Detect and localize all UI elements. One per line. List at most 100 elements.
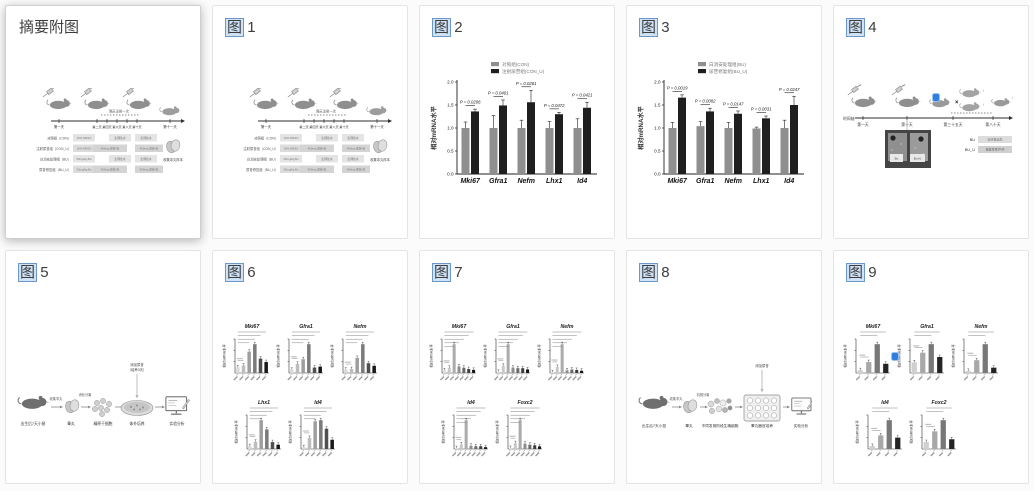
svg-text:相对mRNA水平: 相对mRNA水平 bbox=[234, 420, 239, 444]
search-highlight: 图 bbox=[226, 19, 244, 36]
svg-text:10% DMSO: 10% DMSO bbox=[77, 147, 93, 151]
svg-text:1.0: 1.0 bbox=[654, 126, 661, 131]
testes-icon bbox=[682, 398, 698, 414]
grouped-bar-chart: 相对mRNA水平 白消安处理组(BU) 尿苷修复组(BU_U) 0.0 0.5 1.0 1.… bbox=[636, 56, 812, 211]
svg-text:400mg 尿苷/天: 400mg 尿苷/天 bbox=[101, 147, 120, 151]
svg-text:第八十天: 第八十天 bbox=[985, 122, 1000, 127]
svg-text:实验分析: 实验分析 bbox=[794, 423, 809, 428]
svg-text:Id4: Id4 bbox=[881, 400, 889, 406]
svg-text:对照组(CON): 对照组(CON) bbox=[502, 61, 530, 68]
svg-text:收集睾丸: 收集睾丸 bbox=[50, 396, 64, 401]
figure-title: 图 6 bbox=[226, 261, 256, 282]
svg-text:第三十五天: 第三十五天 bbox=[944, 122, 963, 127]
figure-number: 6 bbox=[247, 264, 256, 281]
figure-card-5[interactable]: 图 5 收集睾丸 消化分离 bbox=[5, 250, 201, 484]
figure-card-abstract[interactable]: 摘要附图 隔天注射一次 bbox=[5, 5, 201, 239]
svg-text:400mg 尿苷/天: 400mg 尿苷/天 bbox=[140, 168, 159, 172]
svg-text:×: × bbox=[955, 100, 959, 106]
svg-text:相对mRNA水平: 相对mRNA水平 bbox=[909, 420, 914, 444]
svg-text:生理盐水: 生理盐水 bbox=[347, 157, 358, 161]
svg-text:第十天: 第十天 bbox=[339, 124, 348, 129]
figure-card-7[interactable]: 图 7 Mki67 相对mRNA水平 Gfra1 相对mRNA水平 Nefm 相对mRNA… bbox=[419, 250, 615, 484]
figure-card-4[interactable]: 图 4 × ♀ ♀ ♀ bbox=[833, 5, 1029, 239]
figure-title: 图 8 bbox=[640, 261, 670, 282]
svg-text:机械分离: 机械分离 bbox=[697, 392, 710, 397]
svg-text:白消安处理组(BU): 白消安处理组(BU) bbox=[709, 61, 746, 68]
svg-text:睾丸器官培养: 睾丸器官培养 bbox=[751, 423, 773, 428]
svg-text:Id4: Id4 bbox=[467, 400, 475, 406]
figure-card-9[interactable]: 图 9 Mki67 相对mRNA水平 Gfra1 相对mRNA水平 Nefm 相对mRNA… bbox=[833, 250, 1029, 484]
svg-text:恢复生育/产仔: 恢复生育/产仔 bbox=[986, 147, 1005, 152]
svg-text:第十天: 第十天 bbox=[132, 124, 141, 129]
figure-card-8[interactable]: 图 8 收集睾丸 机械分离 bbox=[626, 250, 822, 484]
svg-text:出生后7天小鼠: 出生后7天小鼠 bbox=[21, 421, 46, 426]
svg-text:1.0: 1.0 bbox=[447, 126, 454, 131]
mouse-icon bbox=[17, 395, 49, 410]
mouse-icon bbox=[851, 87, 1011, 112]
svg-text:睾丸: 睾丸 bbox=[685, 423, 693, 428]
svg-text:P = 0.0206: P = 0.0206 bbox=[460, 100, 481, 105]
svg-text:尿苷修复组(BU_U): 尿苷修复组(BU_U) bbox=[709, 68, 748, 75]
svg-text:白消安处理组（BU）: 白消安处理组（BU） bbox=[247, 156, 278, 161]
svg-text:睾丸: 睾丸 bbox=[67, 421, 75, 426]
fig4-breeding-diagram: × ♀ ♀ ♀ 时间轴 第一天 第十天 第三十五天 第八 bbox=[843, 84, 1019, 204]
svg-text:隔天注射一次: 隔天注射一次 bbox=[109, 109, 129, 114]
svg-text:Nefm: Nefm bbox=[724, 178, 742, 185]
svg-text:P = 0.0401: P = 0.0401 bbox=[488, 90, 509, 95]
stem-cells-icon bbox=[92, 398, 112, 417]
svg-text:Foxc2: Foxc2 bbox=[518, 400, 533, 406]
svg-text:第十一天: 第十一天 bbox=[163, 124, 177, 129]
svg-text:注射尿苷组(CON_U): 注射尿苷组(CON_U) bbox=[502, 68, 545, 75]
svg-text:10% DMSO: 10% DMSO bbox=[284, 136, 300, 140]
svg-text:0.5: 0.5 bbox=[447, 149, 454, 154]
svg-text:相对mRNA水平: 相对mRNA水平 bbox=[495, 420, 500, 444]
fig8-workflow-diagram: 收集睾丸 机械分离 添加尿苷 bbox=[636, 359, 812, 443]
figure-card-1[interactable]: 图 1 隔天注射一次 第一天 bbox=[212, 5, 408, 239]
figure-title: 图 9 bbox=[847, 261, 877, 282]
svg-text:相对mRNA水平: 相对mRNA水平 bbox=[330, 344, 335, 368]
small-multiples-chart: Mki67 相对mRNA水平 Gfra1 相对mRNA水平 Nefm 相对mRNA水平 Id… bbox=[428, 321, 590, 473]
small-multiples-chart: Mki67 相对mRNA水平 Gfra1 相对mRNA水平 Nefm 相对mRNA水平 Id… bbox=[842, 321, 1004, 473]
germ-cells-icon bbox=[707, 398, 733, 414]
search-highlight: 图 bbox=[640, 264, 658, 281]
svg-text:P = 0.0082: P = 0.0082 bbox=[695, 99, 716, 104]
svg-text:添加尿苷: 添加尿苷 bbox=[130, 362, 144, 367]
svg-text:Lhx1: Lhx1 bbox=[258, 400, 270, 406]
svg-text:生理盐水: 生理盐水 bbox=[321, 136, 332, 140]
figure-title: 图 1 bbox=[226, 16, 256, 37]
monitor-icon bbox=[791, 397, 812, 415]
figure-card-6[interactable]: 图 6 Mki67 相对mRNA水平 Gfra1 相对mRNA水平 Nefm 相对mRNA… bbox=[212, 250, 408, 484]
figure-number: 7 bbox=[454, 264, 463, 281]
svg-text:25mg/kg Bu: 25mg/kg Bu bbox=[284, 168, 299, 172]
svg-text:25mg/kg Bu: 25mg/kg Bu bbox=[77, 168, 92, 172]
svg-text:Id4: Id4 bbox=[784, 178, 794, 185]
svg-text:Mki67: Mki67 bbox=[245, 324, 261, 330]
svg-text:第四天: 第四天 bbox=[309, 124, 318, 129]
svg-text:Gfra1: Gfra1 bbox=[299, 324, 313, 330]
svg-text:相对mRNA水平: 相对mRNA水平 bbox=[222, 344, 227, 368]
figure-card-2[interactable]: 图 2 相对mRNA水平 对照组(CON) 注射尿苷组(CON_U) 0.0 0.5 1.… bbox=[419, 5, 615, 239]
search-highlight: 图 bbox=[19, 264, 37, 281]
well-plate-icon bbox=[743, 394, 781, 422]
svg-text:25mg/kg Bu: 25mg/kg Bu bbox=[284, 157, 299, 161]
svg-text:第一天: 第一天 bbox=[857, 122, 869, 127]
svg-text:Nefm: Nefm bbox=[354, 324, 367, 330]
monitor-icon bbox=[165, 396, 191, 415]
svg-text:第十一天: 第十一天 bbox=[370, 124, 384, 129]
svg-text:相对mRNA水平: 相对mRNA水平 bbox=[276, 344, 281, 368]
svg-text:出生后7天小鼠: 出生后7天小鼠 bbox=[642, 423, 666, 428]
svg-text:第六天: 第六天 bbox=[112, 124, 121, 129]
figure-card-3[interactable]: 图 3 相对mRNA水平 白消安处理组(BU) 尿苷修复组(BU_U) 0.0 0.5 1… bbox=[626, 5, 822, 239]
svg-text:1.5: 1.5 bbox=[447, 103, 454, 108]
cage-photo: Bu Bu+U bbox=[885, 130, 931, 168]
svg-text:第一天: 第一天 bbox=[261, 124, 272, 129]
svg-text:第二天: 第二天 bbox=[92, 124, 101, 129]
svg-text:Mki67: Mki67 bbox=[460, 178, 481, 185]
svg-text:相对mRNA水平: 相对mRNA水平 bbox=[897, 344, 902, 368]
syringe-icon bbox=[42, 88, 137, 98]
svg-text:相对mRNA水平: 相对mRNA水平 bbox=[537, 344, 542, 368]
svg-text:相对mRNA水平: 相对mRNA水平 bbox=[855, 420, 860, 444]
svg-text:生理盐水: 生理盐水 bbox=[114, 157, 125, 161]
search-highlight: 图 bbox=[226, 264, 244, 281]
svg-text:400mg 尿苷/天: 400mg 尿苷/天 bbox=[347, 147, 366, 151]
